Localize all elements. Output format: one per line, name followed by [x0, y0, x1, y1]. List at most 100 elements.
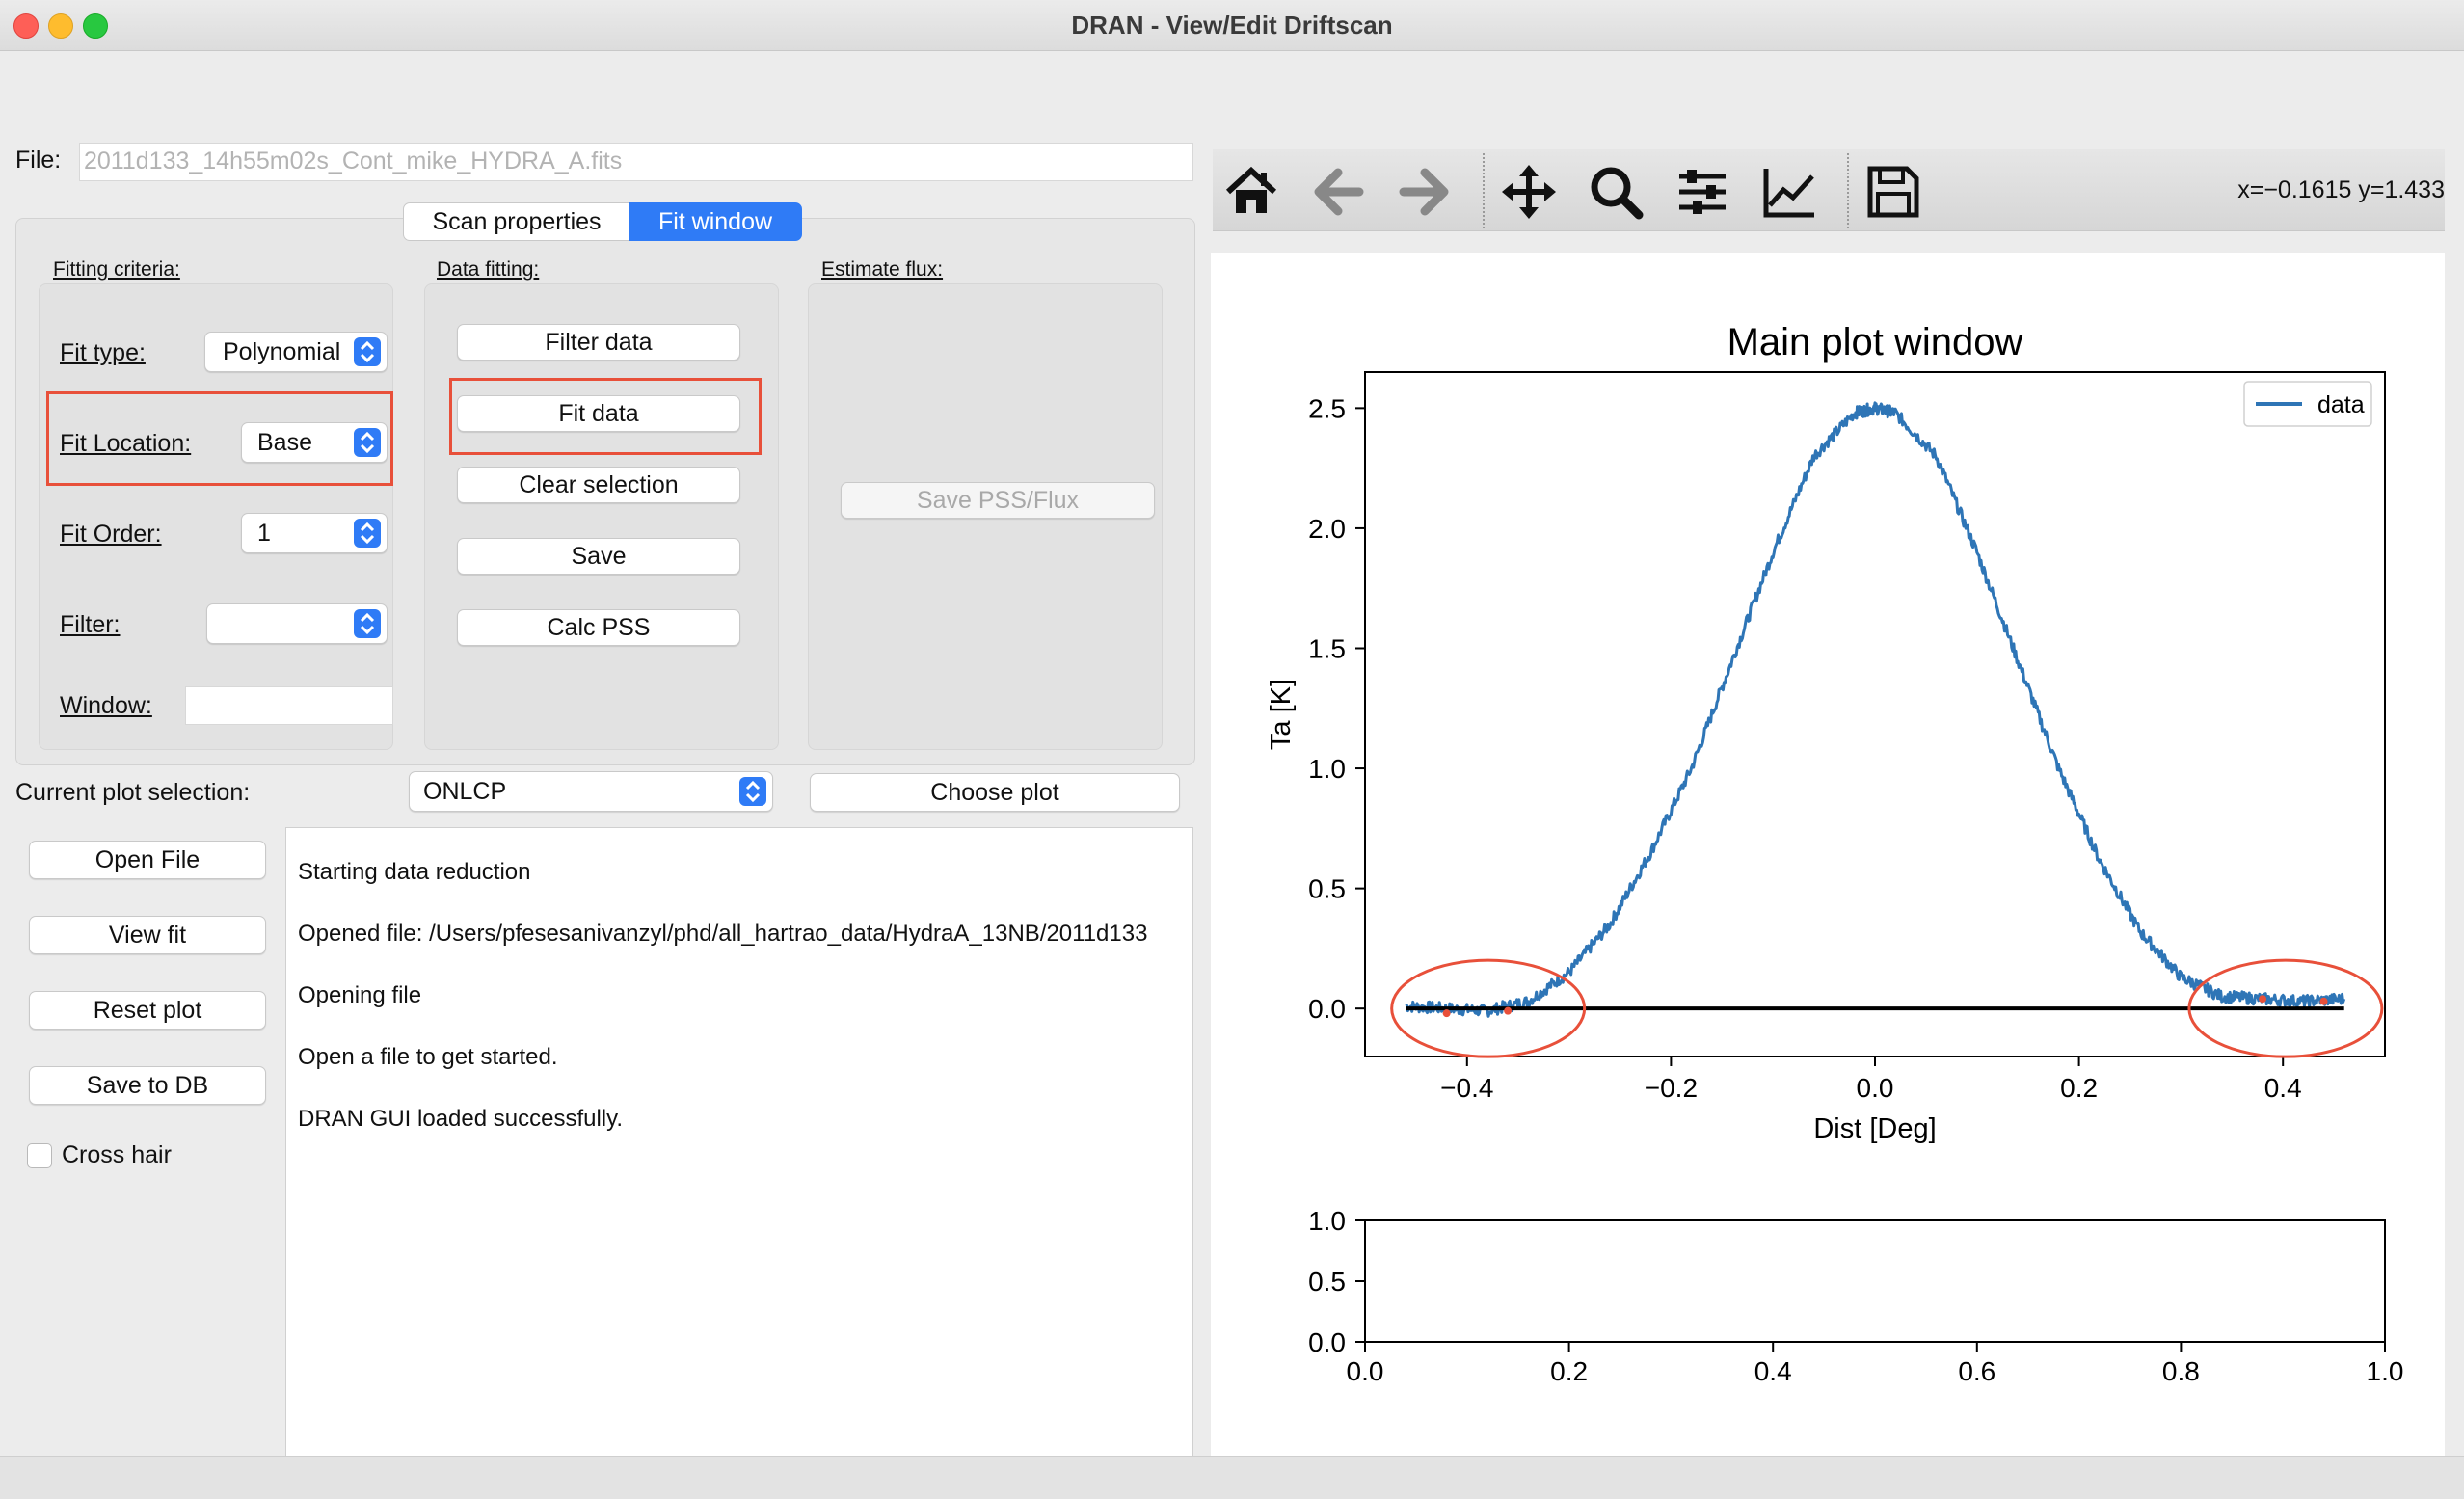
fit-type-select[interactable]: Polynomial — [204, 332, 388, 372]
plot-toolbar: x=−0.1615 y=1.433 — [1213, 149, 2445, 231]
back-arrow-icon[interactable] — [1309, 163, 1367, 221]
y-axis-label: Ta [K] — [1266, 679, 1297, 750]
file-label: File: — [15, 147, 62, 174]
filter-data-button[interactable]: Filter data — [457, 324, 740, 361]
file-path-value: 2011d133_14h55m02s_Cont_mike_HYDRA_A.fit… — [84, 147, 623, 174]
x-tick-label: 1.0 — [2367, 1356, 2404, 1386]
left-base-highlight — [1390, 958, 1587, 1058]
y-tick-label: 1.0 — [1308, 754, 1346, 784]
x-tick-label: 0.2 — [2060, 1073, 2098, 1103]
fit-order-value: 1 — [257, 520, 271, 547]
data-fitting-title: Data fitting: — [437, 258, 540, 281]
residual-plot: 0.0 0.2 0.4 0.6 0.8 1.0 0.0 0.5 1.0 — [1308, 1206, 2403, 1386]
y-tick-label: 0.5 — [1308, 874, 1346, 904]
forward-arrow-icon[interactable] — [1396, 163, 1454, 221]
x-axis-label: Dist [Deg] — [1813, 1113, 1936, 1144]
x-tick-label: 0.2 — [1550, 1356, 1588, 1386]
fit-type-stepper-icon — [354, 337, 381, 366]
pan-move-icon[interactable] — [1500, 163, 1558, 221]
chart-title: Main plot window — [1727, 321, 2023, 363]
reset-plot-button[interactable]: Reset plot — [29, 991, 266, 1030]
calc-pss-button[interactable]: Calc PSS — [457, 609, 740, 646]
save-pss-flux-button[interactable]: Save PSS/Flux — [841, 482, 1155, 519]
open-file-button[interactable]: Open File — [29, 841, 266, 879]
cursor-coordinates: x=−0.1615 y=1.433 — [2237, 176, 2445, 203]
view-fit-button[interactable]: View fit — [29, 916, 266, 954]
window-title: DRAN - View/Edit Driftscan — [1071, 11, 1393, 40]
fit-location-label: Fit Location: — [60, 430, 192, 457]
estimate-flux-title: Estimate flux: — [821, 258, 944, 281]
cross-hair-label: Cross hair — [62, 1141, 172, 1168]
x-tick-label: −0.2 — [1645, 1073, 1698, 1103]
title-bar: DRAN - View/Edit Driftscan — [0, 0, 2464, 51]
zoom-icon[interactable] — [1587, 163, 1645, 221]
status-bar — [0, 1456, 2464, 1499]
y-tick-label: 2.0 — [1308, 514, 1346, 544]
tab-scan-properties[interactable]: Scan properties — [403, 202, 630, 241]
selected-point — [1504, 1006, 1513, 1015]
file-path-field[interactable]: 2011d133_14h55m02s_Cont_mike_HYDRA_A.fit… — [79, 143, 1193, 181]
plot-frame — [1364, 371, 2386, 1057]
y-tick-label: 1.5 — [1308, 633, 1346, 663]
fit-order-stepper-icon — [354, 519, 381, 548]
filter-stepper-icon — [354, 609, 381, 638]
save-fit-button[interactable]: Save — [457, 538, 740, 575]
fit-location-value: Base — [257, 429, 312, 456]
fit-order-label: Fit Order: — [60, 521, 162, 548]
filter-label: Filter: — [60, 611, 121, 638]
plot-canvas[interactable]: Main plot window −0.4 −0.2 0.0 0.2 0.4 0.0 0.5 1… — [1211, 253, 2445, 1456]
fit-order-select[interactable]: 1 — [241, 513, 388, 553]
log-panel: Starting data reduction Opened file: /Us… — [285, 827, 1193, 1458]
fit-location-select[interactable]: Base — [241, 422, 388, 463]
minimize-window-button[interactable] — [48, 13, 73, 39]
plot-selection-label: Current plot selection: — [15, 779, 251, 806]
x-tick-label: 0.4 — [2264, 1073, 2302, 1103]
x-tick-label: 0.4 — [1754, 1356, 1792, 1386]
clear-selection-button[interactable]: Clear selection — [457, 467, 740, 503]
fit-data-highlight — [449, 378, 762, 455]
right-base-highlight — [2187, 958, 2384, 1058]
configure-subplots-icon[interactable] — [1674, 163, 1731, 221]
fit-data-button[interactable]: Fit data — [457, 395, 740, 432]
edit-axis-icon[interactable] — [1760, 163, 1818, 221]
y-tick-label: 0.5 — [1308, 1267, 1346, 1297]
plot-selection-stepper-icon — [739, 777, 766, 806]
home-icon[interactable] — [1222, 163, 1280, 221]
log-line: DRAN GUI loaded successfully. — [298, 1106, 624, 1132]
fit-location-highlight — [46, 391, 393, 486]
close-window-button[interactable] — [13, 13, 39, 39]
x-tick-label: 0.0 — [1347, 1356, 1384, 1386]
x-tick-label: 0.8 — [2162, 1356, 2200, 1386]
y-tick-label: 0.0 — [1308, 1327, 1346, 1357]
selected-point — [2259, 995, 2267, 1004]
log-line: Opened file: /Users/pfesesanivanzyl/phd/… — [298, 921, 1148, 947]
log-line: Opening file — [298, 982, 422, 1008]
legend-label: data — [2317, 391, 2365, 418]
log-line: Starting data reduction — [298, 859, 531, 885]
selected-point — [1442, 1009, 1451, 1018]
window-input[interactable] — [185, 686, 393, 725]
cross-hair-checkbox[interactable] — [27, 1143, 52, 1168]
window-label: Window: — [60, 692, 152, 719]
toolbar-separator — [1847, 153, 1849, 228]
filter-select[interactable] — [206, 603, 388, 644]
save-to-db-button[interactable]: Save to DB — [29, 1066, 266, 1105]
y-tick-label: 0.0 — [1308, 994, 1346, 1024]
toolbar-separator — [1483, 153, 1485, 228]
log-line: Open a file to get started. — [298, 1044, 558, 1070]
legend-box — [2243, 381, 2372, 427]
x-tick-label: 0.0 — [1857, 1073, 1894, 1103]
data-fitting-group — [424, 283, 779, 750]
save-figure-icon[interactable] — [1864, 163, 1922, 221]
tab-fit-window[interactable]: Fit window — [629, 202, 802, 241]
plot-canvas-area[interactable]: Main plot window −0.4 −0.2 0.0 0.2 0.4 0.0 0.5 1… — [1211, 253, 2445, 1456]
plot-selection-select[interactable]: ONLCP — [409, 771, 773, 812]
fitting-criteria-title: Fitting criteria: — [53, 258, 180, 281]
zoom-window-button[interactable] — [83, 13, 108, 39]
fit-type-value: Polynomial — [223, 338, 341, 365]
fit-location-stepper-icon — [354, 428, 381, 457]
selected-point — [2319, 997, 2328, 1005]
main-plot: Main plot window −0.4 −0.2 0.0 0.2 0.4 0.0 0.5 1… — [1266, 321, 2386, 1144]
choose-plot-button[interactable]: Choose plot — [810, 773, 1180, 812]
data-series-line — [1405, 401, 2346, 1018]
